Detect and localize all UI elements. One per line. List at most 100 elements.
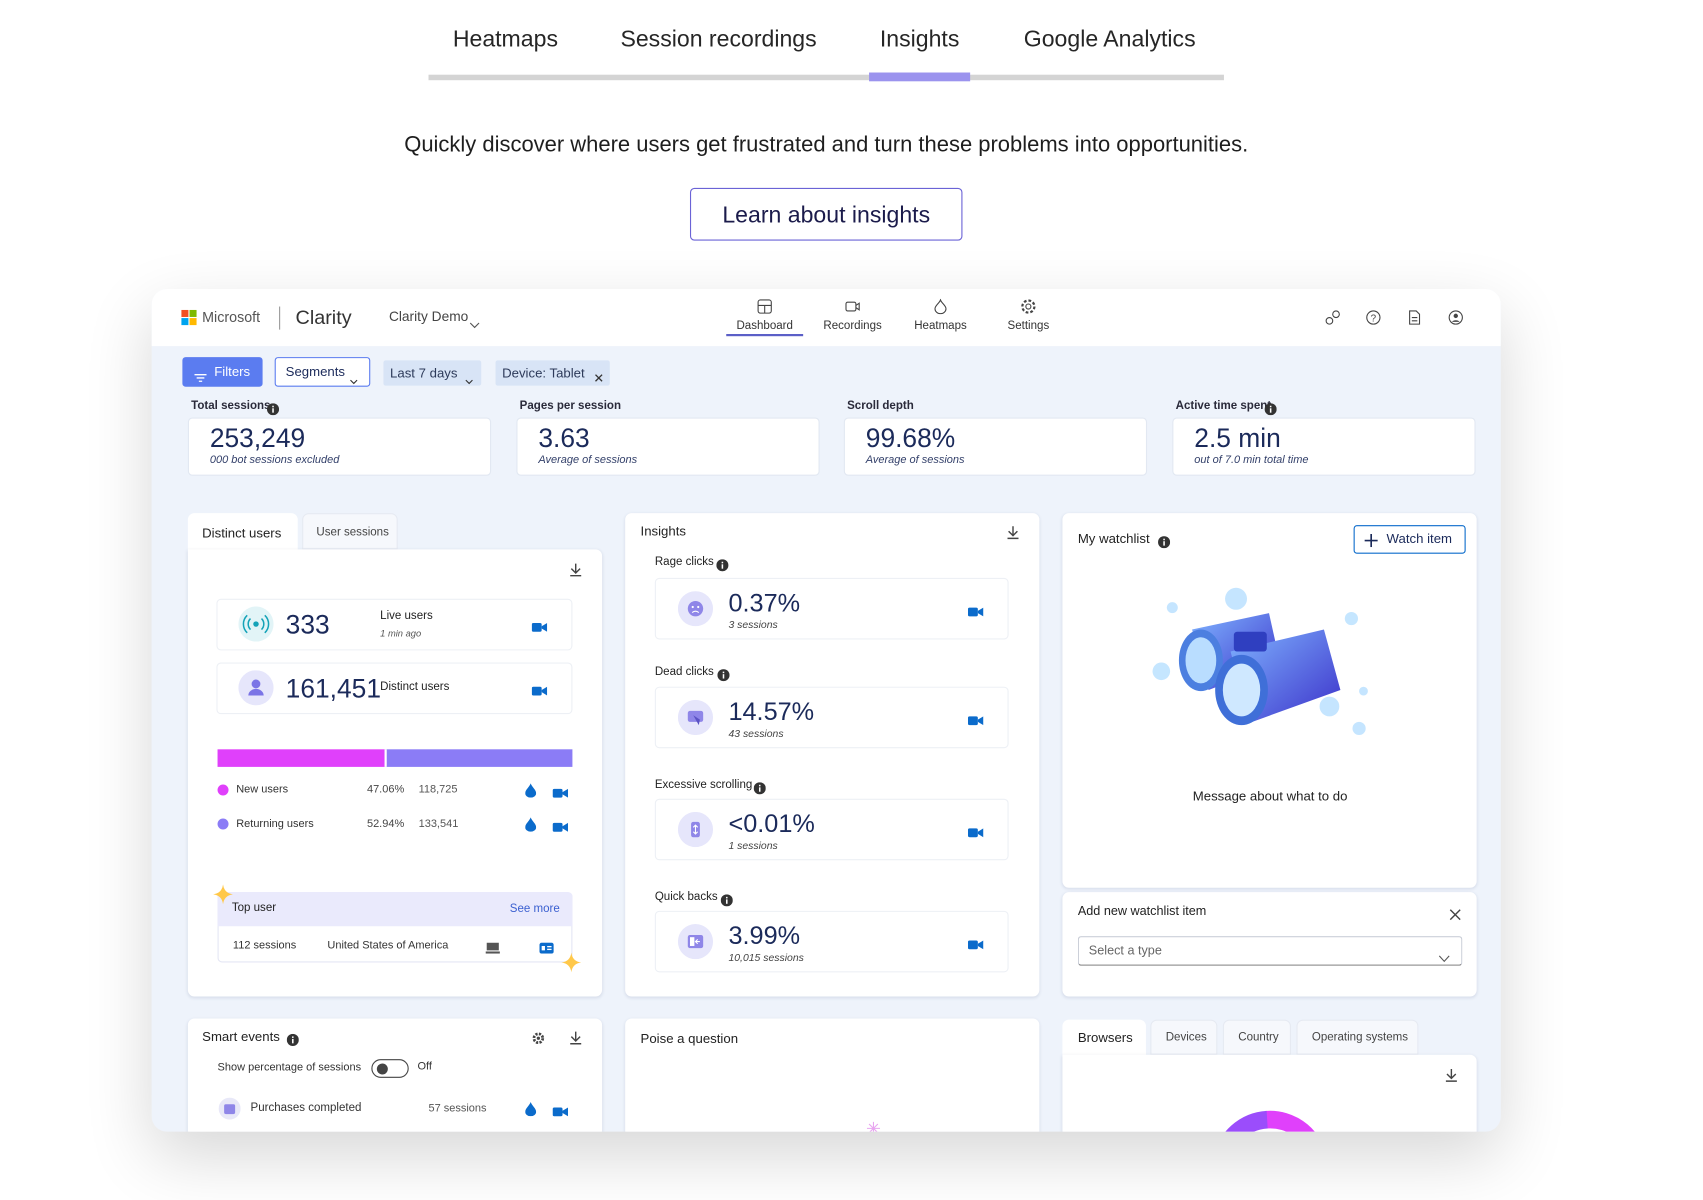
camera-icon-part[interactable] (977, 607, 984, 617)
close-icon-part[interactable] (1449, 908, 1461, 920)
camera-icon-part[interactable] (967, 940, 978, 950)
nav-tab[interactable]: Session recordings (620, 26, 817, 53)
header-icon[interactable]: ? (1366, 310, 1381, 325)
camera-icon-part[interactable] (977, 940, 984, 950)
nav-icon-part[interactable] (1021, 299, 1036, 314)
camera-icon[interactable] (531, 682, 548, 696)
header-icon[interactable] (1325, 310, 1340, 325)
see-more-link[interactable]: See more (509, 902, 560, 916)
nav-icon-part[interactable] (933, 298, 948, 315)
nav-icon[interactable] (757, 299, 772, 314)
heatmap-icon[interactable] (525, 782, 537, 798)
type-select[interactable] (1077, 936, 1463, 966)
camera-icon-part[interactable] (531, 686, 542, 696)
tab-label[interactable]: Browsers (1077, 1029, 1133, 1046)
header-icon-part[interactable] (1448, 310, 1463, 325)
camera-icon-part[interactable] (552, 788, 563, 798)
camera-icon-part[interactable] (552, 822, 563, 832)
nav-icon[interactable] (933, 298, 948, 315)
download-icon[interactable] (569, 1030, 582, 1044)
download-icon[interactable] (1445, 1067, 1458, 1082)
header-icon-part[interactable] (1366, 310, 1381, 325)
download-icon-part[interactable] (570, 1031, 582, 1044)
header-icon-part[interactable] (1448, 310, 1463, 325)
heatmap-icon-part[interactable] (525, 1101, 537, 1116)
heatmap-icon-part[interactable] (525, 816, 537, 832)
download-icon-part[interactable] (1007, 525, 1019, 539)
header-icon-part[interactable]: ? (1366, 310, 1381, 325)
tab-label[interactable]: Devices (1165, 1030, 1207, 1045)
tab[interactable] (187, 513, 298, 556)
header-icon-part[interactable] (1409, 310, 1421, 325)
header-icon-part[interactable] (1451, 320, 1460, 322)
camera-icon-part[interactable] (552, 822, 569, 833)
camera-icon-part[interactable] (562, 822, 569, 832)
tab[interactable] (1062, 1019, 1146, 1062)
camera-icon-part[interactable] (541, 622, 548, 632)
header-icon[interactable] (1448, 310, 1463, 325)
close-icon[interactable] (1449, 906, 1461, 920)
nav-tab[interactable]: Insights (879, 26, 960, 53)
tab[interactable] (302, 513, 398, 550)
tab[interactable] (1150, 1019, 1218, 1055)
tab-label[interactable]: Country (1238, 1030, 1279, 1045)
download-icon[interactable] (1006, 525, 1019, 539)
camera-icon-part[interactable] (531, 686, 548, 697)
download-icon[interactable] (569, 562, 582, 576)
header-icon-part[interactable] (1325, 316, 1334, 325)
heatmap-icon-part[interactable] (525, 782, 537, 798)
camera-icon-part[interactable] (562, 788, 569, 798)
camera-icon[interactable] (531, 619, 548, 632)
app-nav-item[interactable]: Dashboard (736, 318, 793, 333)
heatmap-icon[interactable] (525, 816, 537, 832)
watch-item-label[interactable]: Watch item (1386, 531, 1453, 547)
camera-icon[interactable] (967, 712, 984, 726)
header-icon-part[interactable] (1453, 313, 1458, 319)
settings-icon-part[interactable] (532, 1032, 545, 1045)
download-icon-part[interactable] (1445, 1067, 1458, 1082)
camera-icon[interactable] (552, 819, 569, 833)
camera-icon-part[interactable] (967, 715, 984, 726)
nav-icon-part[interactable] (845, 299, 860, 314)
camera-icon-part[interactable] (967, 828, 978, 838)
camera-icon-part[interactable] (562, 1107, 569, 1117)
nav-icon-part[interactable] (1025, 303, 1032, 310)
id-icon-part[interactable] (538, 942, 554, 954)
download-icon-part[interactable] (569, 1030, 582, 1044)
header-icon-part[interactable] (1406, 310, 1421, 325)
remove-icon[interactable] (594, 368, 603, 382)
camera-icon[interactable] (552, 1103, 569, 1117)
camera-icon-part[interactable] (967, 606, 984, 617)
header-icon[interactable] (1406, 310, 1421, 325)
id-icon-part[interactable] (541, 945, 545, 951)
watch-item-button[interactable] (1353, 525, 1466, 554)
id-icon-part[interactable] (538, 942, 554, 954)
heatmap-icon-part[interactable] (525, 782, 537, 798)
date-chip[interactable] (383, 360, 482, 386)
tab-label[interactable]: Distinct users (202, 525, 282, 542)
nav-tab[interactable]: Heatmaps (452, 26, 558, 53)
nav-tab[interactable]: Google Analytics (1023, 26, 1196, 53)
camera-icon-part[interactable] (977, 828, 984, 838)
close-icon-part[interactable] (1449, 908, 1461, 920)
cta-button[interactable] (689, 187, 963, 241)
nav-icon-part[interactable] (758, 304, 772, 314)
camera-icon-part[interactable] (552, 1106, 569, 1117)
download-icon-part[interactable] (1006, 525, 1019, 539)
nav-icon[interactable] (845, 299, 860, 314)
heatmap-icon-part[interactable] (525, 816, 537, 832)
tab[interactable] (1296, 1019, 1419, 1055)
nav-icon[interactable] (1021, 299, 1036, 314)
id-icon[interactable] (538, 939, 554, 954)
camera-icon-part[interactable] (977, 716, 984, 726)
camera-icon-part[interactable] (967, 827, 984, 838)
camera-icon[interactable] (967, 603, 984, 617)
settings-icon[interactable] (532, 1031, 545, 1045)
download-icon-part[interactable] (1445, 1068, 1457, 1082)
tab-label[interactable]: Operating systems (1311, 1030, 1409, 1045)
camera-icon-part[interactable] (541, 686, 548, 696)
tab-label[interactable]: User sessions (316, 525, 389, 539)
nav-icon-part[interactable] (845, 301, 857, 312)
camera-icon-part[interactable] (552, 788, 569, 799)
header-icon-part[interactable] (1332, 310, 1340, 319)
